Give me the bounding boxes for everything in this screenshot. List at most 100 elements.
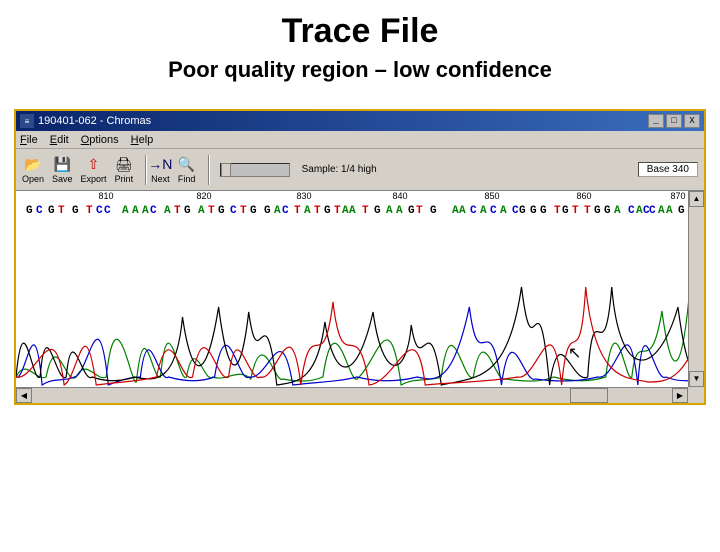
base-T: T (362, 205, 369, 217)
base-A: A (614, 205, 621, 217)
menu-file[interactable]: File (20, 134, 38, 146)
base-position: Base 340 (638, 162, 698, 177)
ruler-tick: 850 (484, 191, 499, 201)
menubar: File Edit Options Help (16, 131, 704, 149)
export-button[interactable]: ⇧ Export (81, 155, 107, 184)
base-C: C (470, 205, 477, 217)
base-G: G (604, 205, 611, 217)
print-button[interactable]: 🖨 Print (115, 155, 134, 184)
base-T: T (208, 205, 215, 217)
base-C: C (512, 205, 519, 217)
base-G: G (430, 205, 437, 217)
base-A: A (459, 205, 466, 217)
base-C: C (282, 205, 289, 217)
base-G: G (184, 205, 191, 217)
base-T: T (584, 205, 591, 217)
ruler-tick: 860 (576, 191, 591, 201)
separator (208, 155, 210, 185)
base-A: A (386, 205, 393, 217)
base-G: G (48, 205, 55, 217)
base-A: A (636, 205, 643, 217)
menu-help[interactable]: Help (131, 134, 154, 146)
scroll-left-button[interactable]: ◀ (16, 388, 32, 403)
ruler-tick: 840 (392, 191, 407, 201)
menu-options[interactable]: Options (81, 134, 119, 146)
ruler-tick: 820 (196, 191, 211, 201)
vertical-scrollbar[interactable]: ▲ ▼ (688, 191, 704, 387)
base-A: A (122, 205, 129, 217)
base-T: T (240, 205, 247, 217)
print-icon: 🖨 (115, 155, 133, 173)
close-button[interactable]: X (684, 114, 700, 128)
base-T: T (294, 205, 301, 217)
base-A: A (452, 205, 459, 217)
position-ruler: 810820830840850860870 (16, 191, 704, 205)
zoom-slider[interactable] (220, 163, 290, 177)
app-icon: ≡ (20, 114, 34, 128)
minimize-button[interactable]: _ (648, 114, 664, 128)
screenshot-frame: ≡ 190401-062 - Chromas _ □ X File Edit O… (14, 109, 706, 405)
base-A: A (500, 205, 507, 217)
base-C: C (490, 205, 497, 217)
hscroll-track[interactable] (32, 388, 672, 403)
open-button[interactable]: 📂 Open (22, 155, 44, 184)
base-T: T (572, 205, 579, 217)
scroll-down-button[interactable]: ▼ (689, 371, 704, 387)
horizontal-scrollbar[interactable]: ◀ ▶ (16, 387, 688, 403)
base-A: A (198, 205, 205, 217)
open-icon: 📂 (24, 155, 42, 173)
base-G: G (594, 205, 601, 217)
base-T: T (174, 205, 181, 217)
base-T: T (314, 205, 321, 217)
next-icon: →N (151, 155, 169, 173)
base-G: G (519, 205, 526, 217)
hscroll-thumb[interactable] (570, 388, 608, 403)
base-A: A (304, 205, 311, 217)
sequence-row: GCGTGTCCAAACATGATGCTGGACTATGTAATGAAGTGAA… (16, 205, 704, 219)
base-G: G (26, 205, 33, 217)
base-C: C (104, 205, 111, 217)
maximize-button[interactable]: □ (666, 114, 682, 128)
base-A: A (658, 205, 665, 217)
find-icon: 🔍 (178, 155, 196, 173)
base-C: C (230, 205, 237, 217)
slider-thumb[interactable] (221, 163, 231, 177)
scroll-up-button[interactable]: ▲ (689, 191, 704, 207)
base-A: A (342, 205, 349, 217)
base-G: G (374, 205, 381, 217)
sample-label: Sample: 1/4 high (302, 164, 377, 175)
base-G: G (250, 205, 257, 217)
base-A: A (164, 205, 171, 217)
slide-subtitle: Poor quality region – low confidence (0, 57, 720, 83)
base-T: T (86, 205, 93, 217)
scroll-corner (688, 387, 704, 403)
slide-title: Trace File (0, 12, 720, 51)
ruler-tick: 810 (98, 191, 113, 201)
find-button[interactable]: 🔍 Find (178, 155, 196, 184)
base-A: A (349, 205, 356, 217)
base-C: C (649, 205, 656, 217)
export-icon: ⇧ (85, 155, 103, 173)
base-C: C (36, 205, 43, 217)
base-G: G (408, 205, 415, 217)
base-T: T (58, 205, 65, 217)
base-G: G (540, 205, 547, 217)
base-A: A (396, 205, 403, 217)
base-C: C (96, 205, 103, 217)
base-G: G (530, 205, 537, 217)
base-A: A (142, 205, 149, 217)
base-C: C (628, 205, 635, 217)
base-A: A (480, 205, 487, 217)
base-A: A (666, 205, 673, 217)
save-icon: 💾 (53, 155, 71, 173)
base-G: G (218, 205, 225, 217)
menu-edit[interactable]: Edit (50, 134, 69, 146)
save-button[interactable]: 💾 Save (52, 155, 73, 184)
toolbar: 📂 Open 💾 Save ⇧ Export 🖨 Print →N Next 🔍… (16, 149, 704, 191)
next-button[interactable]: →N Next (151, 155, 170, 184)
base-T: T (416, 205, 423, 217)
scroll-right-button[interactable]: ▶ (672, 388, 688, 403)
trace-content: 810820830840850860870 GCGTGTCCAAACATGATG… (16, 191, 704, 403)
base-G: G (324, 205, 331, 217)
trace-T (16, 287, 688, 385)
